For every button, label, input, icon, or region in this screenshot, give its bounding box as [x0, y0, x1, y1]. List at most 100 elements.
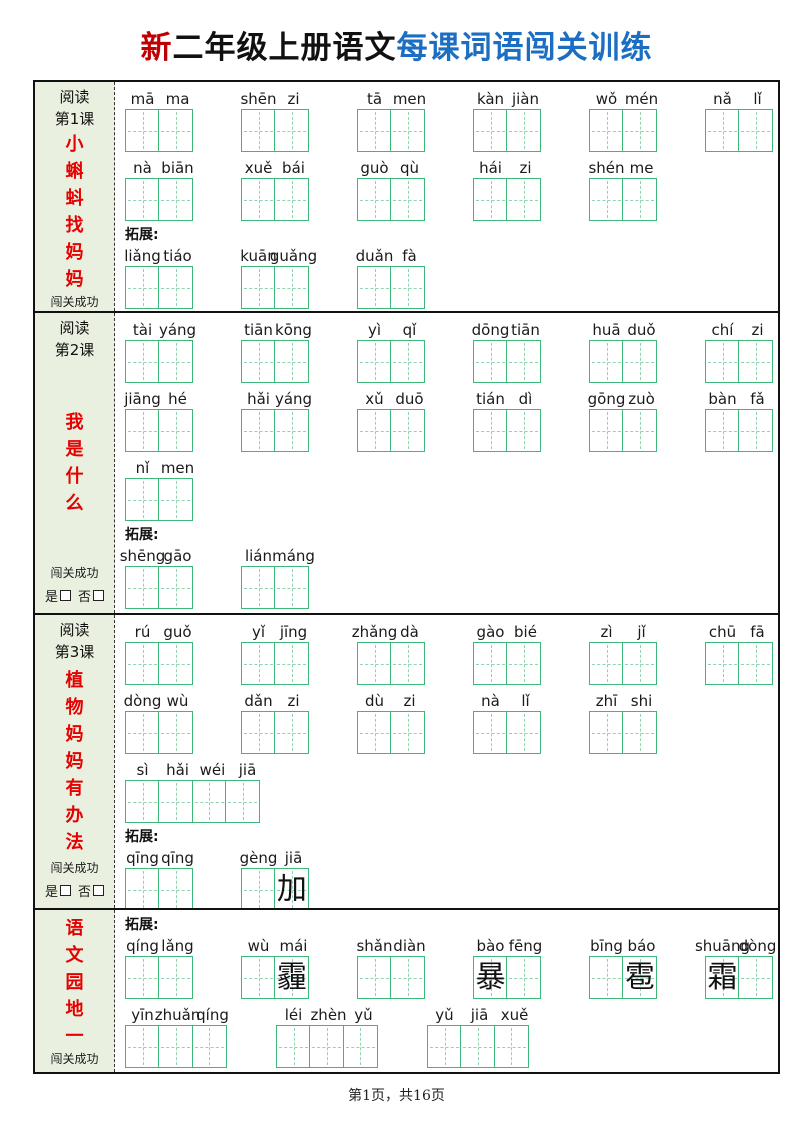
writing-cell [622, 642, 658, 685]
pinyin-row: bào fēng [473, 935, 543, 955]
pinyin-row: hái zi [473, 157, 543, 177]
pinyin-syllable: bái [282, 159, 305, 177]
pinyin-row: nǎ lǐ [705, 88, 775, 108]
success-label: 闯关成功 [50, 294, 99, 309]
writing-cell [622, 409, 658, 452]
word-block: zhǎng dà [352, 621, 427, 685]
pinyin-syllable: lǐ [521, 692, 530, 710]
lesson-title-char: 物 [65, 696, 84, 718]
writing-cell [158, 109, 194, 152]
page-title-suffix: 每课词语闯关训练 [396, 30, 653, 65]
lesson-title: 植物妈妈有办法 [66, 664, 84, 860]
pinyin-row: bàn fǎ [705, 388, 775, 408]
writing-cell [589, 109, 624, 152]
cell-row [357, 642, 427, 685]
word-block: gào bié [473, 621, 543, 685]
success-label: 闯关成功 [50, 1052, 99, 1066]
word-block: dōng tiān [472, 319, 543, 383]
page-number: 第1页，共16页 [348, 1088, 445, 1104]
cell-row [705, 109, 775, 152]
word-block: léi zhèn yǔ [276, 1004, 381, 1068]
pinyin-row: dòng wù [124, 690, 195, 710]
word-block: nǐ men [125, 457, 195, 521]
writing-cell [274, 340, 310, 383]
writing-cell [191, 780, 227, 823]
reading-text: 阅读 [59, 88, 90, 106]
cell-row [589, 340, 659, 383]
word-block: dòng wù [124, 690, 195, 754]
pinyin-row: shǎn diàn [356, 935, 427, 955]
writing-cell [158, 178, 194, 221]
cell-row [125, 868, 195, 908]
lesson-title-char: 园 [65, 972, 84, 993]
cell-row [125, 409, 195, 452]
success-checkboxes: 是否 [45, 586, 105, 605]
word-block: qīng qīng [125, 847, 195, 908]
reading-text: 阅读 [59, 319, 90, 337]
pinyin-syllable: nà [481, 692, 500, 710]
word-block: yǐ jīng [241, 621, 311, 685]
page-title-middle: 二年级上册语文 [172, 30, 397, 65]
writing-cell [158, 340, 194, 383]
writing-cell [493, 1025, 529, 1068]
word-block: wǒ mén [589, 88, 659, 152]
pinyin-syllable: zi [403, 692, 416, 710]
cell-row [427, 1025, 532, 1068]
word-block: chí zi [705, 319, 775, 383]
writing-cell [390, 409, 426, 452]
pinyin-syllable: jǐ [637, 623, 646, 641]
writing-cell [125, 780, 160, 823]
no-option: 否 [78, 586, 105, 605]
writing-cell [241, 109, 276, 152]
pinyin-syllable: mén [624, 90, 659, 108]
writing-cell [158, 956, 194, 999]
writing-cell [357, 266, 392, 309]
pinyin-row: zhǎng dà [352, 621, 427, 641]
cell-row [125, 711, 195, 754]
pinyin-syllable: máng [272, 547, 315, 565]
cell-row: 暴 [473, 956, 543, 999]
pinyin-syllable: lián [244, 547, 273, 565]
writing-cell [241, 711, 276, 754]
pinyin-syllable: jīng [279, 623, 308, 641]
writing-cell [125, 642, 160, 685]
pinyin-row: sì hǎi wéi jiā [125, 759, 265, 779]
pinyin-syllable: zhī [595, 692, 618, 710]
pinyin-syllable: zi [287, 692, 300, 710]
writing-cell [506, 178, 542, 221]
cell-row [125, 956, 195, 999]
pinyin-syllable: dòng [738, 937, 777, 955]
word-block: bīng báo 雹 [589, 935, 659, 999]
cell-row [705, 642, 775, 685]
pinyin-syllable: fà [402, 247, 417, 265]
pinyin-row: shuāng dòng [695, 935, 777, 955]
writing-cell [274, 266, 310, 309]
pinyin-syllable: duǒ [627, 321, 656, 339]
lesson-content: mā ma shēn zi tā men kàn jiàn wǒ mén nǎ lǐ nà biān xuě… [115, 82, 778, 311]
writing-cell [390, 642, 426, 685]
pinyin-row: bīng báo [589, 935, 659, 955]
pinyin-syllable: jiāng [124, 390, 161, 408]
writing-cell [191, 1025, 227, 1068]
pinyin-syllable: shēn [240, 90, 277, 108]
word-block: nǎ lǐ [705, 88, 775, 152]
prefilled-char: 暴 [475, 959, 506, 995]
lesson-title-char: 妈 [65, 241, 84, 263]
word-block: lián máng [241, 545, 315, 609]
success-checkboxes: 是否 [45, 881, 105, 900]
pinyin-syllable: guǎng [269, 247, 318, 265]
pinyin-syllable: fēng [508, 937, 543, 955]
writing-cell [241, 642, 276, 685]
pinyin-syllable: mái [279, 937, 308, 955]
pinyin-syllable: yǔ [354, 1006, 373, 1024]
writing-cell [125, 340, 160, 383]
writing-cell: 雹 [622, 956, 658, 999]
writing-cell [589, 409, 624, 452]
cell-row [357, 109, 427, 152]
pinyin-row: wǒ mén [589, 88, 659, 108]
pinyin-syllable: tián [476, 390, 505, 408]
word-block: liǎng tiáo [124, 245, 195, 309]
lesson-title-char: 语 [65, 918, 84, 939]
writing-cell [705, 340, 740, 383]
lesson-sidebar: 阅读 第2课我是什么闯关成功是否 [35, 313, 115, 613]
